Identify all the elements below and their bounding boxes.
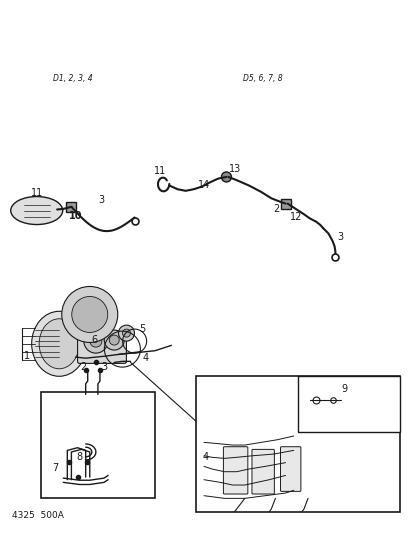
Text: D5, 6, 7, 8: D5, 6, 7, 8 bbox=[243, 75, 282, 83]
Text: 14: 14 bbox=[198, 180, 210, 190]
Circle shape bbox=[90, 335, 102, 347]
FancyBboxPatch shape bbox=[281, 447, 301, 491]
Text: 4325  500A: 4325 500A bbox=[12, 512, 64, 520]
Text: 11: 11 bbox=[31, 189, 43, 198]
Circle shape bbox=[72, 296, 108, 333]
FancyBboxPatch shape bbox=[78, 334, 126, 364]
Circle shape bbox=[118, 325, 135, 341]
FancyBboxPatch shape bbox=[252, 449, 274, 494]
Text: 11: 11 bbox=[154, 166, 166, 175]
Ellipse shape bbox=[32, 311, 86, 376]
Circle shape bbox=[109, 335, 119, 345]
Ellipse shape bbox=[39, 319, 79, 369]
Circle shape bbox=[122, 329, 131, 337]
Ellipse shape bbox=[11, 197, 63, 224]
Text: 10: 10 bbox=[69, 211, 82, 221]
Text: 3: 3 bbox=[98, 196, 104, 205]
Text: 7: 7 bbox=[52, 463, 58, 473]
Text: 4: 4 bbox=[143, 353, 149, 363]
Text: 2: 2 bbox=[273, 204, 279, 214]
Text: 4: 4 bbox=[203, 453, 209, 462]
Circle shape bbox=[84, 329, 108, 353]
Text: 5: 5 bbox=[140, 324, 146, 334]
Text: 12: 12 bbox=[290, 213, 302, 222]
Bar bbox=[41, 392, 155, 498]
Bar bbox=[196, 376, 400, 512]
Bar bbox=[298, 376, 400, 432]
Text: 3: 3 bbox=[101, 362, 107, 372]
FancyBboxPatch shape bbox=[224, 447, 248, 494]
Bar bbox=[67, 202, 76, 212]
Text: 6: 6 bbox=[91, 335, 98, 345]
Text: 2: 2 bbox=[80, 362, 87, 372]
Circle shape bbox=[62, 286, 118, 343]
Text: 9: 9 bbox=[341, 384, 348, 394]
Text: 3: 3 bbox=[337, 232, 344, 242]
Circle shape bbox=[222, 172, 231, 182]
Circle shape bbox=[104, 330, 124, 350]
Text: 8: 8 bbox=[76, 452, 83, 462]
Text: 13: 13 bbox=[229, 164, 242, 174]
Text: D1, 2, 3, 4: D1, 2, 3, 4 bbox=[53, 75, 93, 83]
Text: 1: 1 bbox=[23, 351, 30, 361]
Bar bbox=[281, 199, 290, 208]
